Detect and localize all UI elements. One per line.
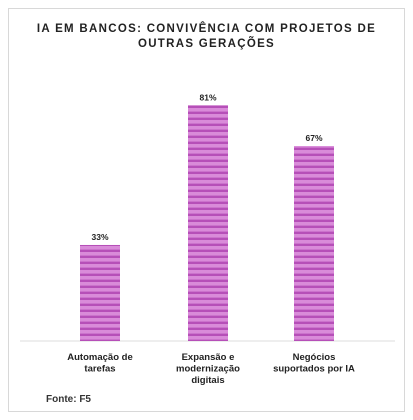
category-label-2: Expansão e modernização digitais — [176, 352, 240, 386]
bar-value-label-2: 81% — [199, 92, 216, 102]
bar-3 — [294, 146, 334, 341]
source-note: Fonte: F5 — [46, 394, 91, 405]
chart-title: IA EM BANCOS: CONVIVÊNCIA COM PROJETOS D… — [36, 23, 377, 50]
bar-2 — [188, 105, 228, 341]
bar-value-label-3: 67% — [305, 133, 322, 143]
category-label-3: Negócios suportados por IA — [273, 352, 355, 375]
bar-value-label-1: 33% — [91, 232, 108, 242]
bar-1 — [80, 244, 120, 341]
category-label-1: Automação de tarefas — [67, 352, 132, 375]
